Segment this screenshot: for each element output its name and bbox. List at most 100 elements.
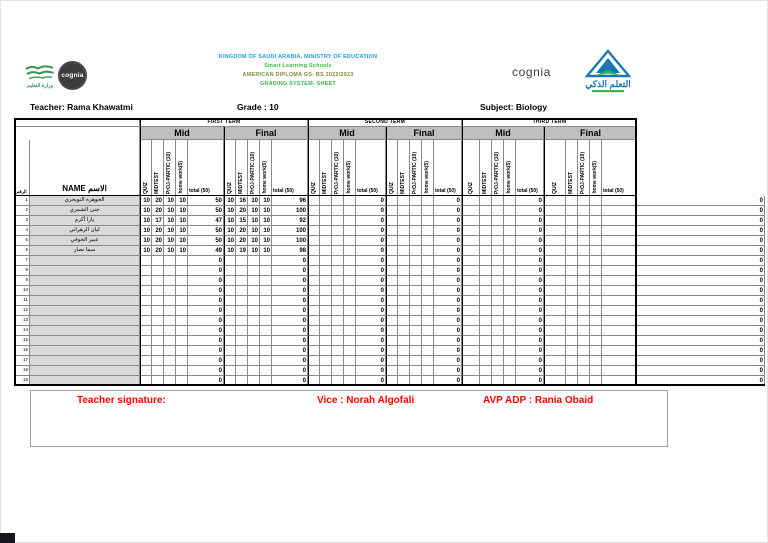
row-number: 8 [14, 266, 30, 276]
grade-cell-t3f-0 [544, 286, 566, 296]
col-header-t3f-0: QUIZ [544, 140, 566, 196]
grade-cell-t2m-0 [308, 336, 320, 346]
grade-cell-t3f-0 [544, 326, 566, 336]
grade-cell-t2m-0 [308, 206, 320, 216]
grade-cell-t1m-2: 10 [164, 246, 176, 256]
grade-cell-t1f-2 [248, 296, 260, 306]
total-cell-t3m: 0 [516, 246, 544, 256]
grade-cell-t2m-2 [332, 326, 344, 336]
table-row: 7 0 0 0 0 0 0 [14, 256, 765, 266]
grade-cell-t3m-1 [480, 306, 492, 316]
total-cell-t1m: 0 [188, 326, 224, 336]
grade-cell-t1m-2: 10 [164, 236, 176, 246]
student-name [30, 316, 140, 326]
grade-cell-t1m-2 [164, 366, 176, 376]
grade-cell-t1m-1 [152, 256, 164, 266]
row-number: 18 [14, 366, 30, 376]
row-number: 17 [14, 356, 30, 366]
grade-cell-t2m-1 [320, 316, 332, 326]
total-cell-t1f: 96 [272, 196, 308, 206]
total-cell-t3m: 0 [516, 326, 544, 336]
grade-cell-t1f-2 [248, 346, 260, 356]
grade-cell-t2m-2 [332, 256, 344, 266]
grade-cell-t3m-2 [492, 236, 504, 246]
row-number: 12 [14, 306, 30, 316]
grade-cell-t1f-1 [236, 366, 248, 376]
grade-cell-t2m-3 [344, 306, 356, 316]
grade-cell-t1m-2 [164, 296, 176, 306]
grade-cell-t2m-0 [308, 266, 320, 276]
grade-cell-t1m-1 [152, 346, 164, 356]
grade-cell-t2f-3 [422, 356, 434, 366]
grade-cell-t2m-1 [320, 286, 332, 296]
grade-cell-t3f-0 [544, 236, 566, 246]
grade-cell-t3f-1 [566, 336, 578, 346]
grade-cell-t3f-1 [566, 226, 578, 236]
grade-cell-t3f-3 [590, 216, 602, 226]
student-name [30, 336, 140, 346]
grade-cell-t1m-3 [176, 286, 188, 296]
grade-cell-t1f-1: 19 [236, 246, 248, 256]
rotated-label: PrOJ-PARTIC (10) [166, 151, 172, 194]
grade-cell-t3f-0 [544, 296, 566, 306]
grade-cell-t1m-3 [176, 356, 188, 366]
grade-cell-t1m-1 [152, 266, 164, 276]
grade-cell-t3m-0 [462, 246, 480, 256]
total-cell-t2f: 0 [434, 366, 462, 376]
grade-cell-t2f-3 [422, 276, 434, 286]
col-header-t1m-1: MIDTEST [152, 140, 164, 196]
grade-cell-t2f-3 [422, 366, 434, 376]
grade-cell-t2f-2 [410, 216, 422, 226]
table-row: 14 0 0 0 0 0 0 [14, 326, 765, 336]
grade-cell-t2m-2 [332, 276, 344, 286]
grade-cell-t2f-2 [410, 316, 422, 326]
grade-cell-t3f-0 [544, 196, 566, 206]
grade-cell-t1f-2: 10 [248, 246, 260, 256]
grade-cell-t1m-0 [140, 366, 152, 376]
student-name: عبير الجوفي [30, 236, 140, 246]
total-cell-t2m: 0 [356, 306, 386, 316]
grade-cell-t3m-2 [492, 276, 504, 286]
col-header-t3f-2: PrOJ-PARTIC (10) [578, 140, 590, 196]
grade-cell-t2m-2 [332, 336, 344, 346]
col-header-t1f-1: MIDTEST [236, 140, 248, 196]
vice-signature-label: Vice : Norah Algofali [317, 395, 415, 406]
grade-cell-t1m-2: 10 [164, 206, 176, 216]
grade-cell-t3m-1 [480, 206, 492, 216]
grade-cell-t2m-1 [320, 236, 332, 246]
grade-cell-t1f-2: 10 [248, 216, 260, 226]
total-cell-t1f: 0 [272, 306, 308, 316]
grade-cell-t2m-2 [332, 266, 344, 276]
grade-cell-t3m-1 [480, 326, 492, 336]
grade-cell-t1f-2 [248, 266, 260, 276]
rotated-label: PrOJ-PARTIC (10) [250, 151, 256, 194]
grade-cell-t1m-0 [140, 306, 152, 316]
grade-cell-t1f-2 [248, 256, 260, 266]
grade-cell-t2m-1 [320, 326, 332, 336]
grade-cell-t2f-2 [410, 276, 422, 286]
grade-cell-t1f-1: 20 [236, 236, 248, 246]
grade-cell-t1f-2 [248, 316, 260, 326]
grade-cell-t3m-0 [462, 316, 480, 326]
grade-cell-t2f-1 [398, 206, 410, 216]
total-cell-t2f: 0 [434, 286, 462, 296]
total-cell-t1m: 49 [188, 246, 224, 256]
grade-cell-t2m-0 [308, 196, 320, 206]
grade-cell-t3m-0 [462, 296, 480, 306]
grade-cell-t1f-0 [224, 306, 236, 316]
grade-cell-t3f-2 [578, 226, 590, 236]
grade-cell-t2f-1 [398, 216, 410, 226]
row-number: 3 [14, 216, 30, 226]
table-row: 8 0 0 0 0 0 0 [14, 266, 765, 276]
grade-cell-t1m-0: 10 [140, 216, 152, 226]
grade-cell-t3f-3 [590, 196, 602, 206]
grade-cell-t1f-1 [236, 336, 248, 346]
grade-cell-t2f-1 [398, 316, 410, 326]
grade-cell-t3m-2 [492, 226, 504, 236]
total-cell-t2m: 0 [356, 356, 386, 366]
grade-cell-t2f-2 [410, 306, 422, 316]
grade-cell-t3m-0 [462, 206, 480, 216]
grade-cell-t3m-2 [492, 306, 504, 316]
grade-cell-t1m-3: 10 [176, 216, 188, 226]
grade-cell-t3f-0 [544, 366, 566, 376]
